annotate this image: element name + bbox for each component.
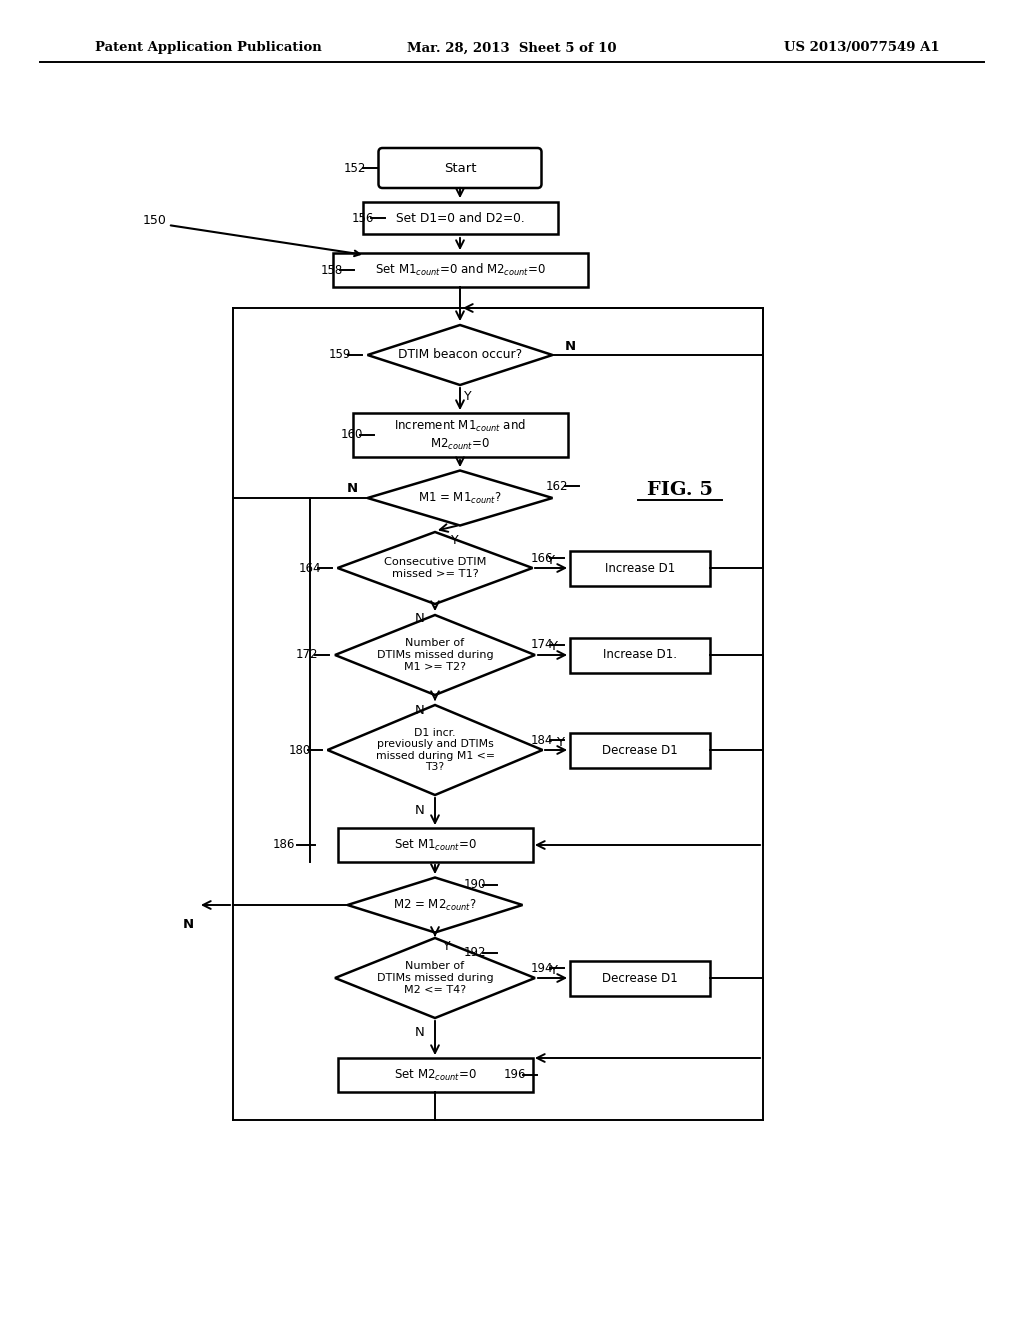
Text: DTIM beacon occur?: DTIM beacon occur?	[398, 348, 522, 362]
Polygon shape	[335, 939, 535, 1018]
Text: 194: 194	[530, 961, 553, 974]
Text: Y: Y	[452, 533, 459, 546]
Text: Set M2$_{count}$=0: Set M2$_{count}$=0	[393, 1068, 476, 1082]
Text: M1 = M1$_{count}$?: M1 = M1$_{count}$?	[418, 491, 502, 506]
Text: Increase D1: Increase D1	[605, 561, 675, 574]
Text: Y: Y	[443, 940, 451, 953]
Polygon shape	[338, 532, 532, 605]
Text: D1 incr.
previously and DTIMs
missed during M1 <=
T3?: D1 incr. previously and DTIMs missed dur…	[376, 727, 495, 772]
Text: Number of
DTIMs missed during
M1 >= T2?: Number of DTIMs missed during M1 >= T2?	[377, 639, 494, 672]
Polygon shape	[368, 325, 553, 385]
Text: N: N	[182, 919, 194, 932]
Text: Y: Y	[556, 735, 564, 748]
Bar	[338, 1059, 532, 1092]
Text: 164: 164	[299, 561, 322, 574]
Text: 150: 150	[143, 214, 167, 227]
Text: Set D1=0 and D2=0.: Set D1=0 and D2=0.	[395, 211, 524, 224]
Text: 159: 159	[329, 348, 351, 362]
Text: 156: 156	[352, 211, 374, 224]
Text: 166: 166	[530, 552, 553, 565]
Text: N: N	[416, 612, 425, 626]
Text: 152: 152	[344, 161, 367, 174]
Text: 196: 196	[504, 1068, 526, 1081]
Text: Mar. 28, 2013  Sheet 5 of 10: Mar. 28, 2013 Sheet 5 of 10	[408, 41, 616, 54]
Bar	[362, 202, 557, 234]
Polygon shape	[368, 470, 553, 525]
Text: 180: 180	[289, 743, 311, 756]
Text: 172: 172	[296, 648, 318, 661]
Text: Decrease D1: Decrease D1	[602, 972, 678, 985]
Bar	[570, 638, 710, 672]
Text: Y: Y	[546, 553, 554, 566]
Text: N: N	[416, 1027, 425, 1040]
Text: Set M1$_{count}$=0: Set M1$_{count}$=0	[393, 837, 476, 853]
Text: FIG. 5: FIG. 5	[647, 480, 713, 499]
Text: M2 = M2$_{count}$?: M2 = M2$_{count}$?	[393, 898, 477, 912]
Bar	[333, 253, 588, 286]
Text: Patent Application Publication: Patent Application Publication	[95, 41, 322, 54]
Text: N: N	[564, 341, 575, 354]
Text: Decrease D1: Decrease D1	[602, 743, 678, 756]
Text: Y: Y	[549, 640, 557, 653]
Bar	[338, 828, 532, 862]
Text: Consecutive DTIM
missed >= T1?: Consecutive DTIM missed >= T1?	[384, 557, 486, 578]
Text: Y: Y	[549, 964, 557, 977]
Text: 160: 160	[341, 429, 364, 441]
Text: Increase D1.: Increase D1.	[603, 648, 677, 661]
Polygon shape	[347, 878, 522, 932]
Bar	[570, 733, 710, 767]
Text: 186: 186	[272, 838, 295, 851]
Text: 190: 190	[464, 879, 486, 891]
Text: 184: 184	[530, 734, 553, 747]
Text: N: N	[416, 804, 425, 817]
Text: US 2013/0077549 A1: US 2013/0077549 A1	[784, 41, 940, 54]
Text: Set M1$_{count}$=0 and M2$_{count}$=0: Set M1$_{count}$=0 and M2$_{count}$=0	[375, 261, 546, 279]
Text: N: N	[416, 704, 425, 717]
Text: Increment M1$_{count}$ and
M2$_{count}$=0: Increment M1$_{count}$ and M2$_{count}$=…	[394, 418, 526, 451]
Polygon shape	[335, 615, 535, 696]
Text: N: N	[347, 482, 358, 495]
Text: Y: Y	[464, 391, 472, 404]
Bar	[352, 413, 567, 457]
Polygon shape	[328, 705, 543, 795]
Text: 158: 158	[321, 264, 343, 276]
Text: 174: 174	[530, 639, 553, 652]
Text: Number of
DTIMs missed during
M2 <= T4?: Number of DTIMs missed during M2 <= T4?	[377, 961, 494, 994]
Text: 192: 192	[464, 946, 486, 960]
Bar	[570, 550, 710, 586]
Bar	[570, 961, 710, 995]
FancyBboxPatch shape	[379, 148, 542, 187]
Text: Start: Start	[443, 161, 476, 174]
Text: 162: 162	[546, 479, 568, 492]
